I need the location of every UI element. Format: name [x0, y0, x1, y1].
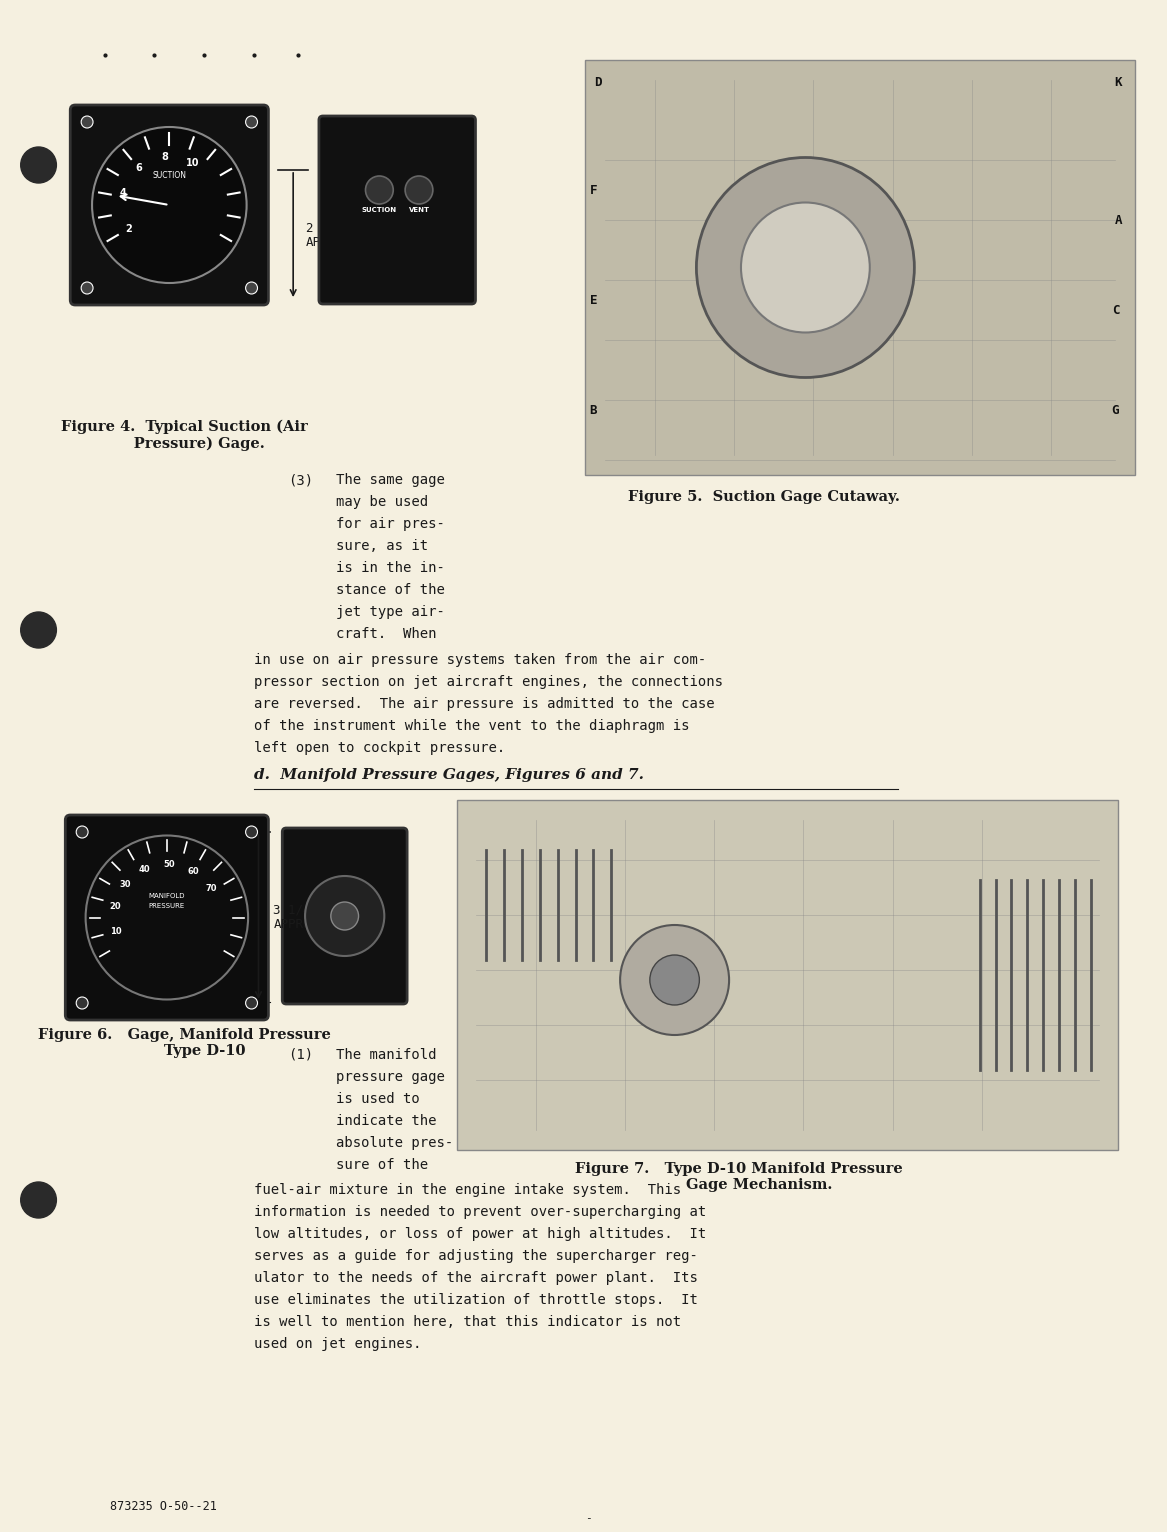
Text: indicate the: indicate the — [336, 1114, 436, 1128]
Text: The manifold: The manifold — [336, 1048, 436, 1062]
FancyBboxPatch shape — [319, 116, 475, 303]
Text: jet type air-: jet type air- — [336, 605, 445, 619]
Text: Page 5: Page 5 — [1054, 90, 1109, 106]
Circle shape — [697, 158, 915, 377]
Text: 60: 60 — [187, 867, 198, 876]
Text: is used to: is used to — [336, 1092, 419, 1106]
FancyBboxPatch shape — [586, 60, 1135, 475]
Text: B: B — [589, 403, 598, 417]
Circle shape — [405, 176, 433, 204]
Text: are reversed.  The air pressure is admitted to the case: are reversed. The air pressure is admitt… — [253, 697, 714, 711]
Text: Figure 4.  Typical Suction (Air
      Pressure) Gage.: Figure 4. Typical Suction (Air Pressure)… — [61, 420, 308, 450]
Text: The same gage: The same gage — [336, 473, 445, 487]
Text: 30: 30 — [120, 881, 131, 890]
Circle shape — [245, 282, 258, 294]
Circle shape — [82, 116, 93, 129]
Text: pressor section on jet aircraft engines, the connections: pressor section on jet aircraft engines,… — [253, 676, 722, 689]
Text: Figure 6.   Gage, Manifold Pressure
        Type D-10: Figure 6. Gage, Manifold Pressure Type D… — [37, 1028, 330, 1059]
Text: information is needed to prevent over-supercharging at: information is needed to prevent over-su… — [253, 1206, 706, 1219]
Text: TP 747-36: TP 747-36 — [1040, 64, 1121, 80]
Text: 8: 8 — [162, 152, 168, 162]
Text: used on jet engines.: used on jet engines. — [253, 1337, 421, 1351]
Text: in use on air pressure systems taken from the air com-: in use on air pressure systems taken fro… — [253, 653, 706, 666]
Text: stance of the: stance of the — [336, 584, 445, 597]
Circle shape — [741, 202, 869, 332]
Circle shape — [92, 127, 246, 283]
Text: MANIFOLD: MANIFOLD — [148, 893, 186, 898]
Text: sure, as it: sure, as it — [336, 539, 428, 553]
Text: VENT: VENT — [408, 207, 429, 213]
FancyBboxPatch shape — [282, 827, 407, 1003]
FancyBboxPatch shape — [65, 815, 268, 1020]
Text: for air pres-: for air pres- — [336, 516, 445, 532]
Text: use eliminates the utilization of throttle stops.  It: use eliminates the utilization of thrott… — [253, 1293, 698, 1307]
Text: 3 1/4
APPROX.: 3 1/4 APPROX. — [273, 902, 326, 931]
Circle shape — [245, 826, 258, 838]
Text: (1): (1) — [288, 1048, 314, 1062]
Text: pressure gage: pressure gage — [336, 1069, 445, 1085]
Text: 6: 6 — [135, 164, 142, 173]
Circle shape — [305, 876, 384, 956]
Text: A: A — [1114, 213, 1123, 227]
Text: serves as a guide for adjusting the supercharger reg-: serves as a guide for adjusting the supe… — [253, 1249, 698, 1262]
Circle shape — [245, 997, 258, 1010]
Text: 10: 10 — [187, 158, 200, 169]
Text: absolute pres-: absolute pres- — [336, 1137, 453, 1151]
Circle shape — [21, 1183, 56, 1218]
Circle shape — [76, 997, 88, 1010]
Circle shape — [620, 925, 729, 1036]
Text: low altitudes, or loss of power at high altitudes.  It: low altitudes, or loss of power at high … — [253, 1227, 706, 1241]
Text: of the instrument while the vent to the diaphragm is: of the instrument while the vent to the … — [253, 719, 689, 732]
Text: craft.  When: craft. When — [336, 627, 436, 640]
Text: (3): (3) — [288, 473, 314, 487]
Text: may be used: may be used — [336, 495, 428, 509]
Text: E: E — [589, 294, 598, 306]
Text: is well to mention here, that this indicator is not: is well to mention here, that this indic… — [253, 1314, 680, 1328]
Circle shape — [21, 147, 56, 182]
Circle shape — [245, 116, 258, 129]
Text: sure of the: sure of the — [336, 1158, 428, 1172]
Text: 2: 2 — [125, 224, 132, 234]
Text: PRESSURE: PRESSURE — [148, 902, 186, 908]
Text: SUCTION: SUCTION — [362, 207, 397, 213]
Text: d.  Manifold Pressure Gages, Figures 6 and 7.: d. Manifold Pressure Gages, Figures 6 an… — [253, 768, 643, 781]
Text: G: G — [1112, 403, 1119, 417]
Circle shape — [21, 611, 56, 648]
Text: K: K — [1114, 75, 1123, 89]
Text: ulator to the needs of the aircraft power plant.  Its: ulator to the needs of the aircraft powe… — [253, 1272, 698, 1285]
Text: left open to cockpit pressure.: left open to cockpit pressure. — [253, 741, 505, 755]
Text: 2 3/8
APPROX.: 2 3/8 APPROX. — [306, 221, 358, 250]
Text: -: - — [585, 1514, 592, 1523]
Circle shape — [650, 954, 699, 1005]
Text: 4: 4 — [120, 187, 127, 198]
Text: 70: 70 — [205, 884, 217, 893]
Text: fuel-air mixture in the engine intake system.  This: fuel-air mixture in the engine intake sy… — [253, 1183, 680, 1196]
Text: Figure 5.  Suction Gage Cutaway.: Figure 5. Suction Gage Cutaway. — [628, 490, 900, 504]
Text: SUCTION: SUCTION — [153, 170, 187, 179]
FancyBboxPatch shape — [70, 106, 268, 305]
Circle shape — [330, 902, 358, 930]
Circle shape — [82, 282, 93, 294]
Text: C: C — [1112, 303, 1119, 317]
Text: F: F — [589, 184, 598, 196]
Text: is in the in-: is in the in- — [336, 561, 445, 574]
Circle shape — [85, 835, 249, 999]
Circle shape — [365, 176, 393, 204]
Text: D: D — [594, 75, 602, 89]
FancyBboxPatch shape — [456, 800, 1118, 1151]
Text: 10: 10 — [111, 927, 121, 936]
Text: 873235 O-50--21: 873235 O-50--21 — [110, 1500, 217, 1514]
Text: 20: 20 — [110, 902, 121, 912]
Text: 40: 40 — [139, 866, 151, 873]
Text: 50: 50 — [163, 859, 175, 869]
Circle shape — [76, 826, 88, 838]
Text: Figure 7.   Type D-10 Manifold Pressure
        Gage Mechanism.: Figure 7. Type D-10 Manifold Pressure Ga… — [575, 1161, 903, 1192]
